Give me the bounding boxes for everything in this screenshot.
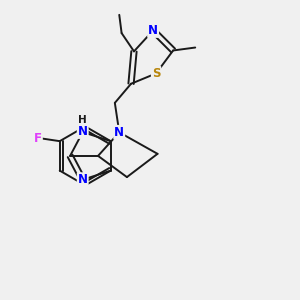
Text: F: F bbox=[34, 132, 42, 145]
Text: N: N bbox=[78, 125, 88, 138]
Text: N: N bbox=[78, 173, 88, 186]
Text: S: S bbox=[152, 67, 160, 80]
Text: N: N bbox=[114, 126, 124, 139]
Text: N: N bbox=[148, 24, 158, 37]
Text: H: H bbox=[78, 115, 87, 125]
